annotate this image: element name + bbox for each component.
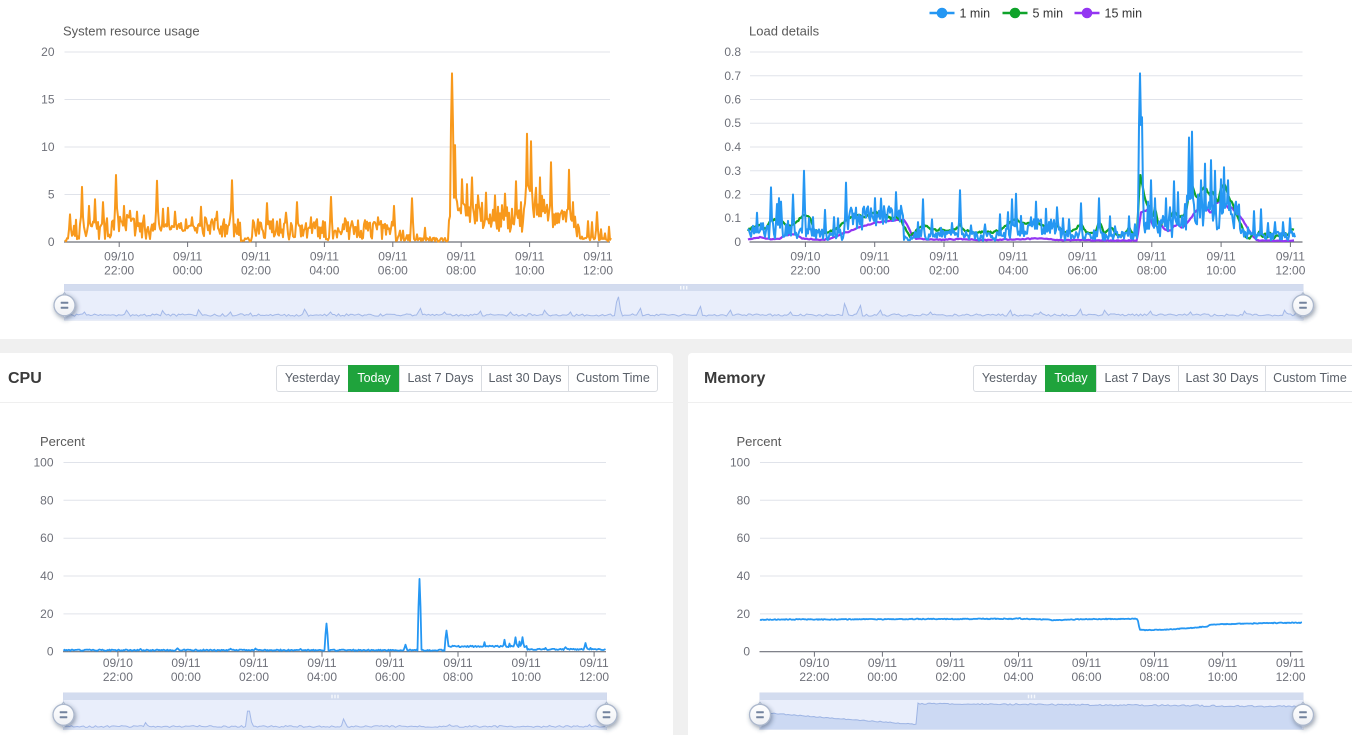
svg-text:0: 0 bbox=[47, 645, 54, 659]
svg-text:02:00: 02:00 bbox=[935, 670, 965, 684]
svg-text:08:00: 08:00 bbox=[443, 670, 473, 684]
svg-text:09/11: 09/11 bbox=[239, 656, 268, 670]
svg-text:80: 80 bbox=[737, 493, 751, 507]
svg-text:0.5: 0.5 bbox=[724, 116, 741, 130]
svg-text:0.1: 0.1 bbox=[724, 211, 741, 225]
svg-text:02:00: 02:00 bbox=[929, 264, 959, 278]
svg-text:09/10: 09/10 bbox=[799, 656, 829, 670]
svg-text:04:00: 04:00 bbox=[1003, 670, 1033, 684]
svg-text:0.3: 0.3 bbox=[724, 164, 741, 178]
svg-text:09/10: 09/10 bbox=[103, 656, 133, 670]
svg-text:06:00: 06:00 bbox=[378, 264, 408, 278]
svg-text:0: 0 bbox=[743, 645, 750, 659]
svg-text:02:00: 02:00 bbox=[241, 264, 271, 278]
svg-text:09/11: 09/11 bbox=[241, 250, 270, 264]
svg-text:12:00: 12:00 bbox=[583, 264, 613, 278]
svg-text:20: 20 bbox=[41, 45, 55, 59]
svg-text:12:00: 12:00 bbox=[1275, 264, 1305, 278]
svg-text:08:00: 08:00 bbox=[1137, 264, 1167, 278]
svg-text:22:00: 22:00 bbox=[799, 670, 829, 684]
svg-text:06:00: 06:00 bbox=[1071, 670, 1101, 684]
svg-text:09/11: 09/11 bbox=[307, 656, 336, 670]
svg-text:09/11: 09/11 bbox=[860, 250, 889, 264]
svg-text:09/11: 09/11 bbox=[375, 656, 404, 670]
svg-text:09/11: 09/11 bbox=[512, 656, 541, 670]
svg-text:09/10: 09/10 bbox=[790, 250, 820, 264]
svg-text:40: 40 bbox=[737, 569, 751, 583]
svg-text:09/11: 09/11 bbox=[378, 250, 407, 264]
svg-text:00:00: 00:00 bbox=[171, 670, 201, 684]
svg-text:09/11: 09/11 bbox=[447, 250, 476, 264]
svg-text:04:00: 04:00 bbox=[309, 264, 339, 278]
svg-text:09/11: 09/11 bbox=[1208, 656, 1237, 670]
svg-text:0.2: 0.2 bbox=[724, 188, 741, 202]
svg-text:00:00: 00:00 bbox=[867, 670, 897, 684]
svg-text:15: 15 bbox=[41, 93, 55, 107]
svg-text:06:00: 06:00 bbox=[375, 670, 405, 684]
svg-text:12:00: 12:00 bbox=[579, 670, 609, 684]
svg-text:09/11: 09/11 bbox=[1004, 656, 1033, 670]
svg-text:12:00: 12:00 bbox=[1276, 670, 1306, 684]
svg-text:10:00: 10:00 bbox=[515, 264, 545, 278]
svg-text:04:00: 04:00 bbox=[307, 670, 337, 684]
svg-text:10: 10 bbox=[41, 140, 55, 154]
svg-text:09/11: 09/11 bbox=[580, 656, 609, 670]
svg-text:09/11: 09/11 bbox=[929, 250, 958, 264]
svg-text:0.4: 0.4 bbox=[724, 140, 741, 154]
svg-text:Percent: Percent bbox=[737, 434, 782, 449]
svg-text:09/11: 09/11 bbox=[1137, 250, 1166, 264]
svg-text:20: 20 bbox=[40, 607, 54, 621]
svg-text:100: 100 bbox=[33, 456, 53, 470]
svg-text:09/11: 09/11 bbox=[936, 656, 965, 670]
svg-text:System resource usage: System resource usage bbox=[63, 24, 200, 39]
svg-text:09/11: 09/11 bbox=[1068, 250, 1097, 264]
svg-text:09/11: 09/11 bbox=[1140, 656, 1169, 670]
svg-text:08:00: 08:00 bbox=[1139, 670, 1169, 684]
svg-text:100: 100 bbox=[730, 456, 750, 470]
svg-text:09/11: 09/11 bbox=[173, 250, 202, 264]
svg-text:60: 60 bbox=[40, 531, 54, 545]
svg-text:Load details: Load details bbox=[749, 24, 820, 39]
svg-text:00:00: 00:00 bbox=[860, 264, 890, 278]
svg-text:22:00: 22:00 bbox=[103, 670, 133, 684]
svg-text:0.6: 0.6 bbox=[724, 93, 741, 107]
svg-text:0: 0 bbox=[734, 235, 741, 249]
svg-text:40: 40 bbox=[40, 569, 54, 583]
svg-text:15 min: 15 min bbox=[1105, 7, 1143, 21]
svg-text:10:00: 10:00 bbox=[1208, 670, 1238, 684]
svg-text:09/11: 09/11 bbox=[1072, 656, 1101, 670]
svg-text:09/11: 09/11 bbox=[868, 656, 897, 670]
svg-text:20: 20 bbox=[737, 607, 751, 621]
svg-text:10:00: 10:00 bbox=[1206, 264, 1236, 278]
svg-text:02:00: 02:00 bbox=[239, 670, 269, 684]
svg-text:09/11: 09/11 bbox=[310, 250, 339, 264]
svg-text:08:00: 08:00 bbox=[446, 264, 476, 278]
svg-text:0: 0 bbox=[48, 235, 55, 249]
svg-text:09/11: 09/11 bbox=[1276, 656, 1305, 670]
svg-text:22:00: 22:00 bbox=[790, 264, 820, 278]
svg-text:09/11: 09/11 bbox=[583, 250, 612, 264]
svg-text:04:00: 04:00 bbox=[998, 264, 1028, 278]
svg-text:09/11: 09/11 bbox=[171, 656, 200, 670]
svg-text:22:00: 22:00 bbox=[104, 264, 134, 278]
svg-text:09/11: 09/11 bbox=[1207, 250, 1236, 264]
svg-text:5: 5 bbox=[48, 188, 55, 202]
svg-text:Percent: Percent bbox=[40, 434, 85, 449]
svg-text:09/10: 09/10 bbox=[104, 250, 134, 264]
svg-text:06:00: 06:00 bbox=[1067, 264, 1097, 278]
svg-text:10:00: 10:00 bbox=[511, 670, 541, 684]
svg-text:00:00: 00:00 bbox=[173, 264, 203, 278]
svg-text:5 min: 5 min bbox=[1033, 7, 1064, 21]
svg-text:60: 60 bbox=[737, 531, 751, 545]
svg-text:09/11: 09/11 bbox=[515, 250, 544, 264]
svg-text:09/11: 09/11 bbox=[443, 656, 472, 670]
svg-text:09/11: 09/11 bbox=[1276, 250, 1305, 264]
svg-text:09/11: 09/11 bbox=[999, 250, 1028, 264]
svg-text:0.7: 0.7 bbox=[724, 69, 741, 83]
svg-text:0.8: 0.8 bbox=[724, 45, 741, 59]
svg-text:1 min: 1 min bbox=[960, 7, 991, 21]
svg-text:80: 80 bbox=[40, 493, 54, 507]
